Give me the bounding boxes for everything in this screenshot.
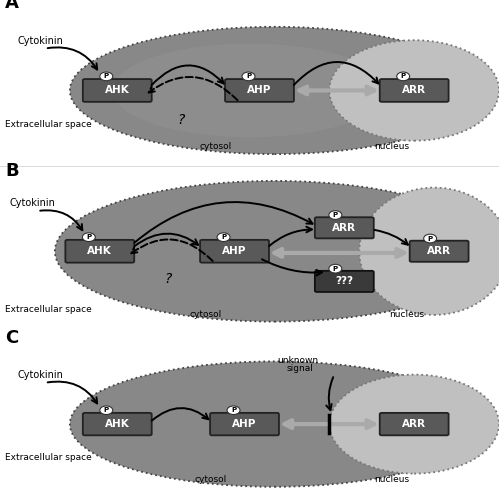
Text: P: P (333, 212, 338, 218)
Text: P: P (428, 236, 433, 242)
Circle shape (217, 233, 230, 241)
Ellipse shape (55, 181, 494, 322)
Text: Cytokinin: Cytokinin (17, 370, 63, 380)
Text: Extracellular space: Extracellular space (5, 304, 92, 314)
Text: ?: ? (177, 113, 185, 127)
Text: A: A (5, 0, 19, 12)
FancyBboxPatch shape (83, 79, 152, 102)
Text: signal: signal (287, 364, 314, 374)
Text: ???: ??? (335, 276, 353, 286)
Text: P: P (333, 266, 338, 272)
Text: P: P (86, 234, 91, 240)
Text: unknown: unknown (277, 356, 318, 365)
Text: P: P (104, 407, 109, 413)
FancyBboxPatch shape (315, 217, 374, 238)
Text: AHP: AHP (248, 86, 271, 96)
Circle shape (329, 264, 342, 273)
Ellipse shape (70, 362, 479, 487)
Text: AHK: AHK (105, 419, 130, 429)
Text: nucleus: nucleus (374, 142, 409, 151)
Text: AHK: AHK (105, 86, 130, 96)
Ellipse shape (112, 44, 387, 138)
Ellipse shape (359, 188, 499, 315)
FancyBboxPatch shape (200, 240, 269, 262)
Text: P: P (246, 74, 251, 80)
Circle shape (100, 406, 113, 414)
Text: nucleus: nucleus (389, 310, 424, 318)
Text: ARR: ARR (402, 419, 426, 429)
Text: AHK: AHK (87, 246, 112, 256)
Circle shape (424, 234, 437, 243)
FancyBboxPatch shape (83, 413, 152, 436)
Circle shape (82, 233, 95, 241)
Text: ARR: ARR (427, 246, 451, 256)
Text: P: P (401, 74, 406, 80)
Text: P: P (104, 74, 109, 80)
Text: B: B (5, 162, 18, 180)
Text: Extracellular space: Extracellular space (5, 454, 92, 462)
Text: P: P (221, 234, 226, 240)
Circle shape (227, 406, 240, 414)
Circle shape (100, 72, 113, 80)
Text: P: P (231, 407, 236, 413)
Text: ARR: ARR (332, 223, 356, 233)
Ellipse shape (329, 374, 499, 474)
Text: Extracellular space: Extracellular space (5, 120, 92, 130)
FancyBboxPatch shape (65, 240, 134, 262)
Text: C: C (5, 329, 18, 347)
Circle shape (397, 72, 410, 80)
FancyBboxPatch shape (380, 413, 449, 436)
FancyBboxPatch shape (410, 240, 469, 262)
FancyBboxPatch shape (225, 79, 294, 102)
Text: Cytokinin: Cytokinin (10, 198, 56, 208)
Text: nucleus: nucleus (374, 475, 409, 484)
Text: Cytokinin: Cytokinin (17, 36, 63, 46)
Ellipse shape (329, 40, 499, 140)
Circle shape (329, 210, 342, 220)
Text: cytosol: cytosol (200, 142, 232, 151)
FancyBboxPatch shape (315, 271, 374, 292)
Text: AHP: AHP (223, 246, 247, 256)
Text: cytosol: cytosol (195, 475, 227, 484)
Text: cytosol: cytosol (190, 310, 222, 318)
Text: AHP: AHP (233, 419, 256, 429)
FancyBboxPatch shape (380, 79, 449, 102)
FancyBboxPatch shape (210, 413, 279, 436)
Circle shape (242, 72, 255, 80)
Text: ?: ? (165, 272, 172, 286)
Text: ARR: ARR (402, 86, 426, 96)
Ellipse shape (70, 27, 479, 154)
